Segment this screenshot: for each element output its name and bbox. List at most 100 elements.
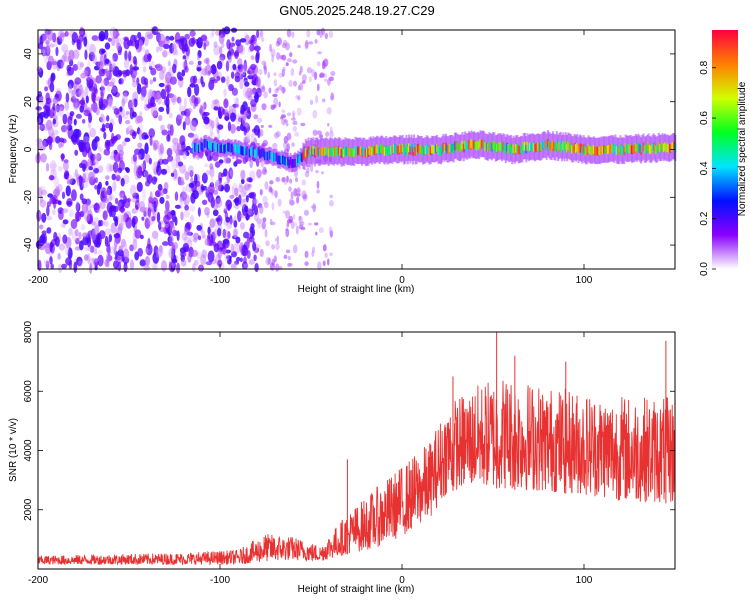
spectrogram-cell: [244, 183, 250, 190]
spectrogram-cell: [78, 89, 84, 98]
spectrogram-cell: [253, 114, 258, 119]
spectrogram-cell: [166, 104, 169, 115]
spectrogram-cell: [50, 160, 57, 172]
spectrogram-cell: [289, 198, 292, 205]
spectrogram-cell: [229, 195, 234, 199]
spectrogram-cell: [39, 96, 45, 106]
spectrogram-cell: [76, 114, 82, 119]
spectrogram-cell: [61, 61, 65, 68]
spectrogram-cell: [235, 113, 241, 124]
spectrogram-cell: [62, 234, 67, 244]
spectrogram-cell: [222, 230, 228, 238]
spectrogram-cell: [40, 153, 47, 162]
spectrogram-cell: [104, 188, 110, 198]
spectrogram-cell: [62, 114, 67, 125]
spectrogram-cell: [202, 200, 207, 205]
spectrogram-cell: [213, 241, 217, 247]
spectrogram-cell: [137, 248, 143, 257]
spectrogram-cell: [145, 248, 149, 254]
spectrogram-cell: [106, 253, 109, 263]
spectrogram-cell: [159, 69, 165, 80]
spectrogram-cell: [190, 30, 196, 37]
spectrogram-cell: [262, 217, 266, 222]
spectrogram-cell: [166, 134, 170, 141]
spectrogram-cell: [190, 120, 197, 131]
spectrogram-cell: [228, 55, 232, 63]
spectrogram-cell: [107, 84, 110, 91]
spectrogram-cell: [126, 126, 132, 134]
spectrogram-cell: [66, 185, 71, 196]
spectrogram-cell: [238, 194, 242, 205]
spectrogram-cell: [91, 104, 94, 111]
spectrogram-cell: [67, 67, 74, 76]
spectrogram-cell: [100, 128, 106, 132]
spectrogram-cell: [115, 198, 118, 204]
spectrogram-cell: [287, 263, 291, 267]
spectrogram-cell: [161, 260, 167, 272]
spectrogram-cell: [132, 216, 138, 225]
spectrogram-cell: [164, 210, 168, 215]
y-tick-label: 8000: [23, 320, 34, 343]
colorbar-tick-label: 0.6: [699, 111, 710, 125]
spectrogram-cell: [89, 263, 92, 274]
spectrogram-cell: [200, 254, 206, 265]
spectrogram-cell: [99, 31, 106, 42]
spectrogram-cell: [114, 152, 120, 163]
spectrogram-cell: [234, 50, 239, 59]
spectrogram-cell: [293, 188, 297, 197]
spectrogram-cell: [44, 259, 51, 264]
spectrogram-cell: [264, 181, 268, 190]
spectrogram-cell: [229, 219, 233, 223]
spectrogram-cell: [92, 165, 95, 170]
spectrogram-cell: [79, 175, 82, 187]
spectrogram-cell: [192, 190, 199, 199]
spectrogram-cell: [105, 142, 110, 149]
spectrogram-cell: [209, 218, 215, 228]
spectrogram-cell: [277, 37, 282, 45]
spectrogram-cell: [57, 253, 60, 260]
spectrogram-cell: [110, 27, 116, 38]
spectrogram-cell: [74, 150, 78, 156]
spectrogram-cell: [119, 193, 123, 199]
spectrogram-cell: [224, 254, 229, 261]
spectrogram-cell: [302, 74, 307, 81]
spectrogram-cell: [88, 113, 92, 123]
spectrogram-cell: [61, 210, 67, 214]
spectrogram-cell: [108, 38, 112, 42]
spectrogram-cell: [312, 110, 317, 119]
spectrogram-cell: [46, 227, 51, 234]
spectrogram-cell: [219, 159, 224, 163]
spectrogram-cell: [228, 84, 234, 91]
spectrogram-cell: [183, 121, 186, 130]
spectrogram-cell: [240, 258, 243, 263]
spectrogram-cell: [113, 260, 119, 269]
colorbar-tick-label: 0.8: [699, 60, 710, 74]
spectrogram-cell: [260, 30, 263, 37]
spectrogram-cell: [67, 179, 72, 184]
spectrogram-cell: [79, 163, 83, 168]
spectrogram-cell: [301, 190, 306, 199]
spectrogram-cell: [314, 222, 318, 225]
spectrogram-cell: [153, 143, 157, 151]
spectrogram-cell: [261, 37, 264, 42]
spectrogram-cell: [50, 82, 55, 92]
spectrogram-cell: [186, 222, 192, 230]
spectrogram-cell: [182, 186, 187, 197]
spectrogram-cell: [252, 241, 256, 251]
spectrogram-cell: [147, 54, 152, 60]
spectrogram-cell: [178, 161, 183, 166]
spectrogram-cell: [325, 33, 328, 39]
spectrogram-cell: [197, 37, 203, 48]
spectrogram-cell: [111, 208, 116, 218]
spectrogram-cell: [58, 166, 63, 172]
spectrogram-cell: [140, 95, 144, 100]
spectrogram-cell: [207, 227, 210, 235]
spectrogram-cell: [53, 119, 56, 125]
spectrogram-cell: [137, 143, 142, 149]
spectrogram-cell: [105, 175, 110, 180]
spectrogram-cell: [242, 115, 245, 126]
spectrogram-cell: [298, 85, 301, 90]
spectrogram-cell: [291, 32, 294, 38]
spectrogram-cell: [203, 116, 209, 124]
spectrogram-cell: [274, 79, 277, 86]
